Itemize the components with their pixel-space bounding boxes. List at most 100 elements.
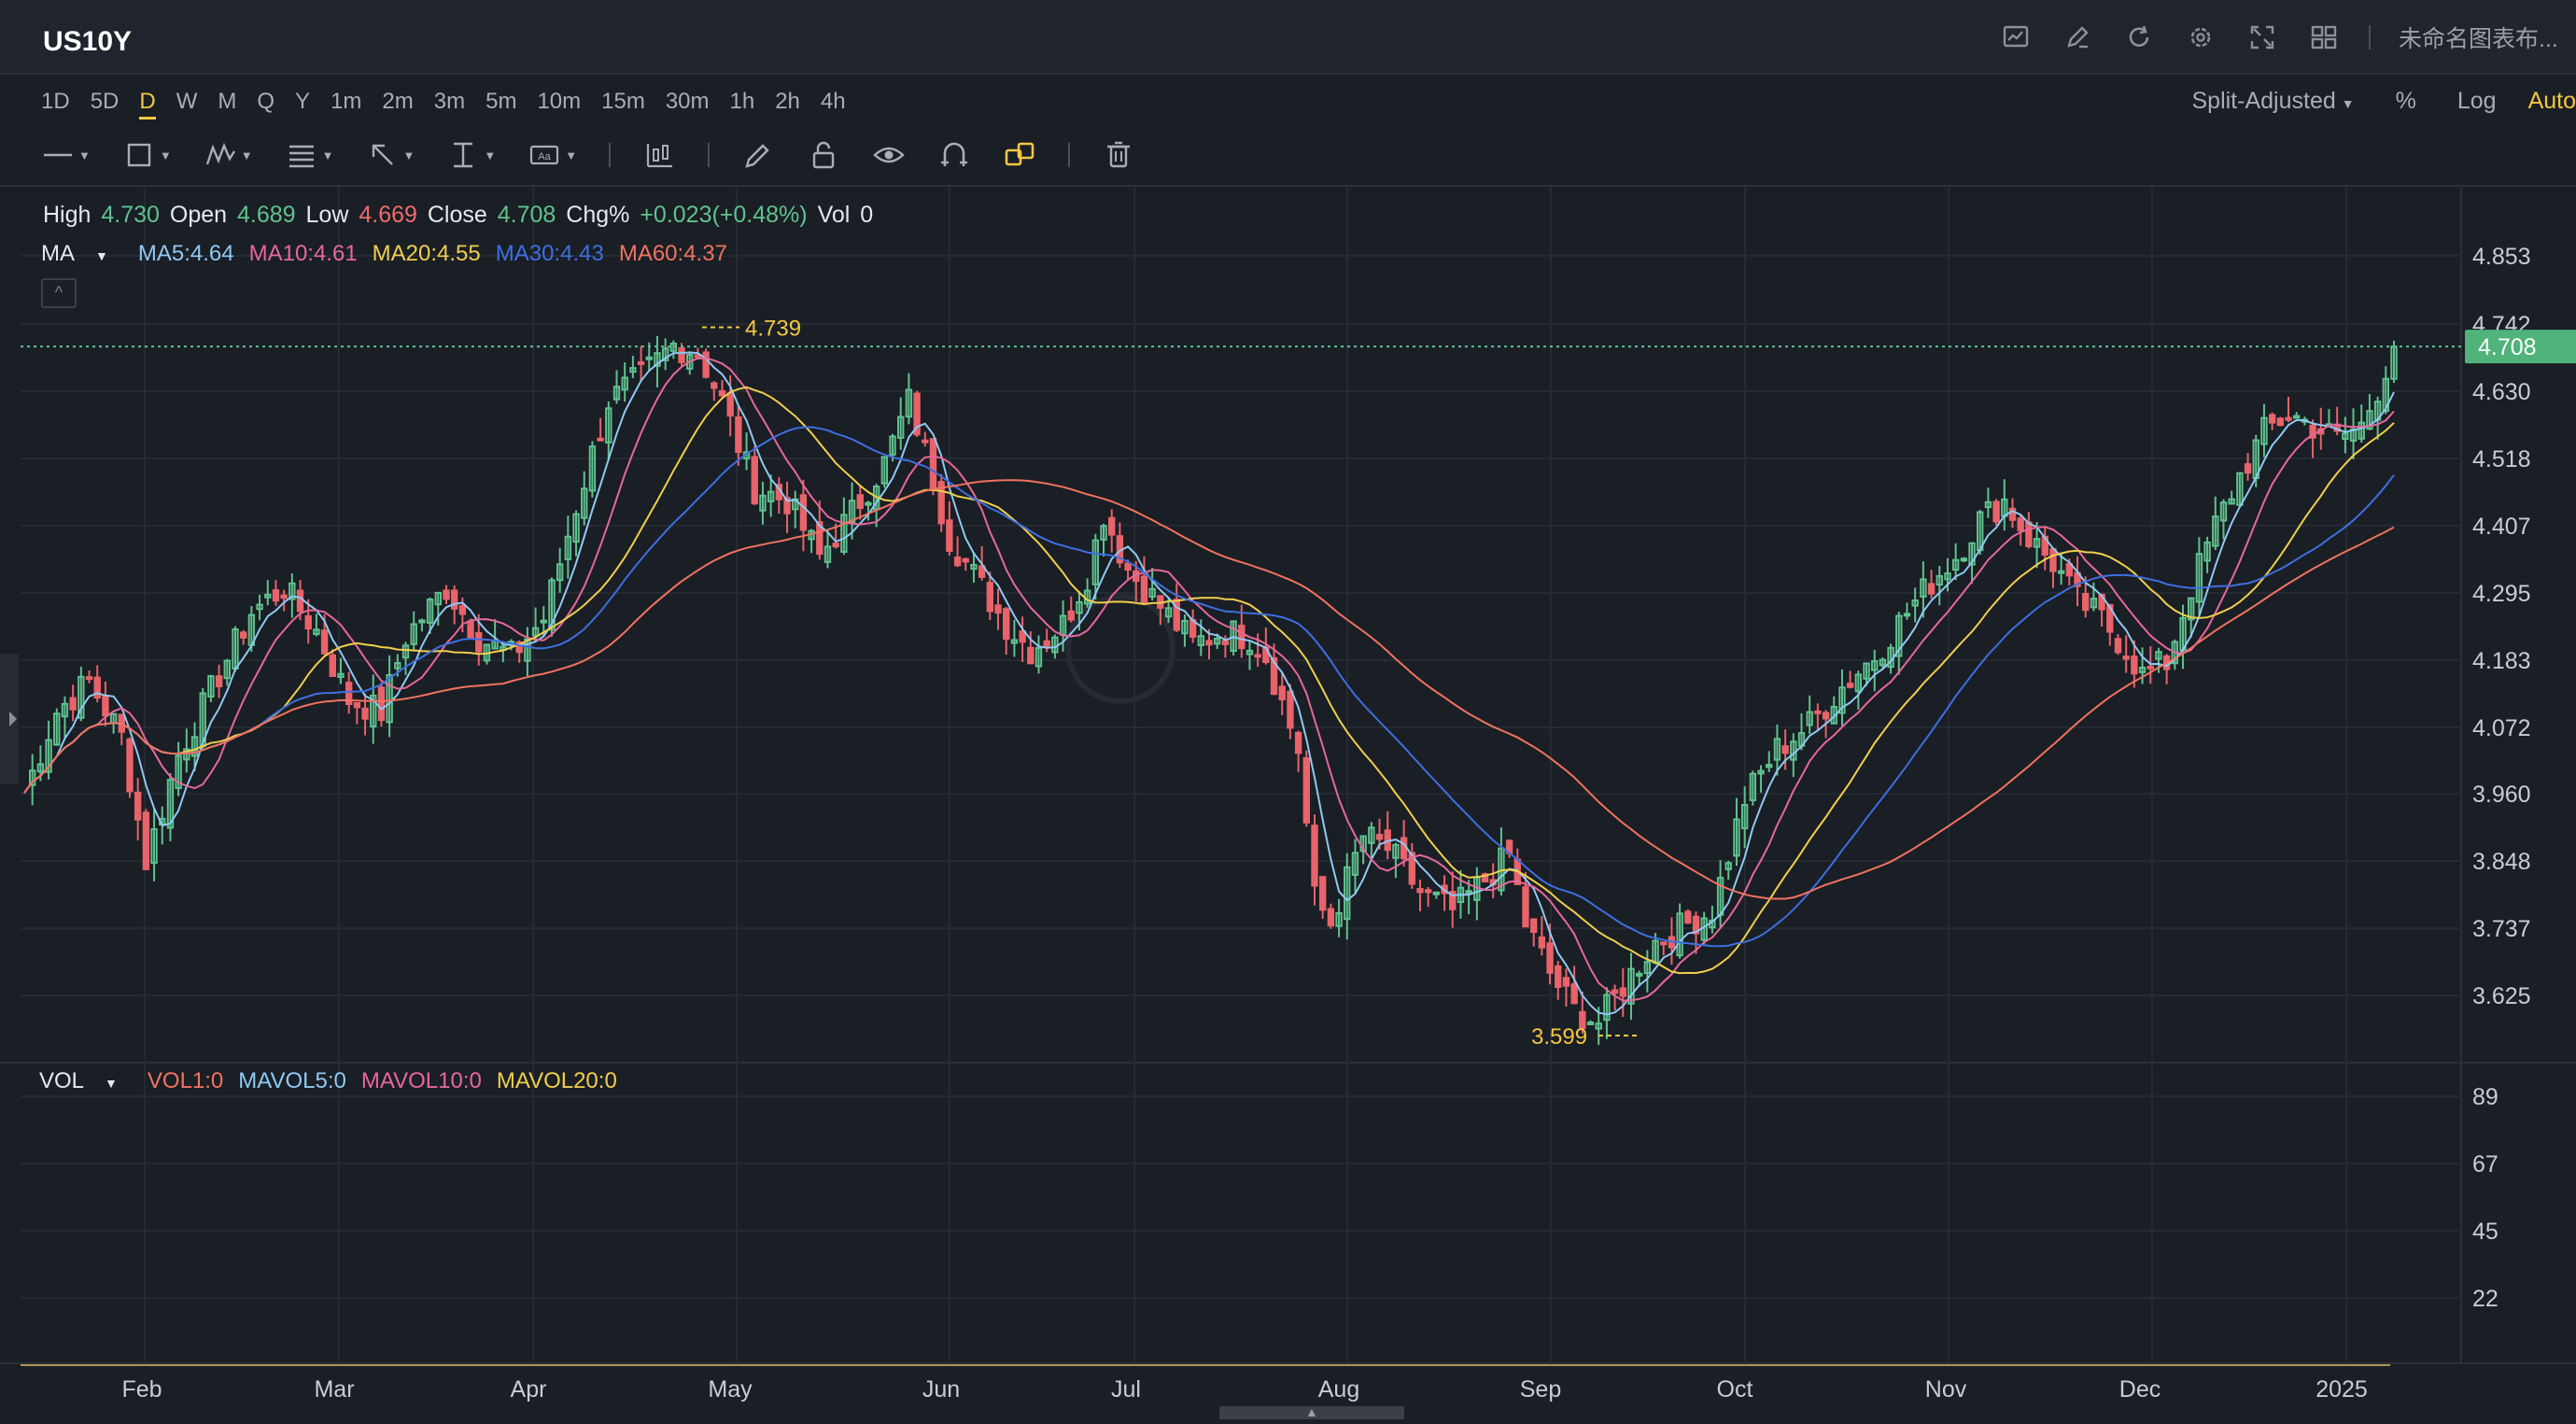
auto-scale-button[interactable]: Auto xyxy=(2527,88,2576,114)
header-divider xyxy=(2369,25,2371,49)
candle-body xyxy=(1246,649,1254,656)
candle-body xyxy=(1920,578,1927,598)
pattern-tool[interactable]: ▼ xyxy=(204,138,253,172)
period-15m[interactable]: 15m xyxy=(601,89,645,114)
candle-body xyxy=(1221,640,1230,645)
candle-body xyxy=(856,494,864,509)
period-3m[interactable]: 3m xyxy=(433,89,466,114)
price-tick-label: 4.072 xyxy=(2472,715,2531,741)
volume-tick-label: 22 xyxy=(2472,1286,2499,1312)
ma10-line xyxy=(23,357,2395,1002)
indicator-chart-icon[interactable] xyxy=(1999,21,2033,54)
period-1m[interactable]: 1m xyxy=(331,89,362,114)
candle-body xyxy=(1619,987,1626,997)
candle-body xyxy=(1173,599,1180,631)
candle-body xyxy=(450,589,458,610)
candle-body xyxy=(1968,542,1976,566)
link-drawings-icon[interactable] xyxy=(1003,138,1036,172)
period-bar: 1D 5D D W M Q Y 1m 2m 3m 5m 10m 15m 30m 1h 2h 4h Split-A… xyxy=(0,77,2576,129)
ma-indicator-selector[interactable]: MA ▼ xyxy=(41,241,123,267)
candle-body xyxy=(1344,866,1351,921)
vol-indicator-selector[interactable]: VOL ▼ xyxy=(39,1068,133,1094)
line-tool[interactable]: ▼ xyxy=(41,138,91,172)
collapse-legend-button[interactable]: ^ xyxy=(41,278,77,308)
period-1h[interactable]: 1h xyxy=(729,89,755,114)
time-scroll-handle[interactable]: ▲ xyxy=(1219,1404,1404,1419)
drawing-pen-icon[interactable] xyxy=(2061,21,2094,54)
candle-body xyxy=(2033,538,2041,548)
candle-body xyxy=(93,676,101,699)
candle-body xyxy=(1091,539,1100,585)
period-2m[interactable]: 2m xyxy=(382,89,414,114)
candle-body xyxy=(1287,690,1294,729)
adjust-dropdown[interactable]: Split-Adjusted ▼ xyxy=(2192,88,2355,115)
period-5m[interactable]: 5m xyxy=(486,89,517,114)
period-1d[interactable]: 1D xyxy=(41,89,70,114)
refresh-icon[interactable] xyxy=(2122,21,2156,54)
period-4h[interactable]: 4h xyxy=(820,89,846,114)
time-axis-label: Nov xyxy=(1925,1376,1967,1403)
ma-legend-item: MA30:4.43 xyxy=(495,241,604,266)
period-2h[interactable]: 2h xyxy=(775,89,800,114)
toolbar-divider xyxy=(609,143,612,167)
candle-body xyxy=(1627,967,1635,1005)
candle-body xyxy=(329,654,336,677)
candle-body xyxy=(1903,613,1911,617)
trash-icon[interactable] xyxy=(1102,138,1135,172)
period-q[interactable]: Q xyxy=(257,89,275,114)
candle-body xyxy=(1603,994,1611,1022)
candle-body xyxy=(1538,936,1546,949)
candle-body xyxy=(256,603,263,611)
period-w[interactable]: W xyxy=(176,89,198,114)
layout-grid-icon[interactable] xyxy=(2307,21,2341,54)
vol-legend-item: MAVOL20:0 xyxy=(496,1068,617,1093)
layout-name-selector[interactable]: 未命名图表布... xyxy=(2399,26,2558,52)
arrow-tool[interactable]: ▼ xyxy=(366,138,415,172)
candle-body xyxy=(1213,637,1221,645)
measure-tool[interactable]: ▼ xyxy=(446,138,496,172)
candle-body xyxy=(36,763,45,773)
candle-body xyxy=(1992,501,2000,523)
candle-body xyxy=(77,675,85,719)
chevron-down-icon: ▼ xyxy=(321,148,334,162)
period-5d[interactable]: 5D xyxy=(90,89,120,114)
candle-body xyxy=(1529,918,1538,934)
candle-body xyxy=(2008,507,2017,521)
change-label: Chg% xyxy=(566,202,630,228)
eye-icon[interactable] xyxy=(872,138,906,172)
candle-indicator-icon[interactable] xyxy=(642,138,676,172)
lock-icon[interactable] xyxy=(807,138,840,172)
period-d[interactable]: D xyxy=(139,88,156,120)
side-panel-toggle[interactable] xyxy=(0,654,19,784)
fullscreen-icon[interactable] xyxy=(2245,21,2279,54)
candle-body xyxy=(694,354,702,359)
price-chart[interactable]: 4.8534.7424.6304.5184.4074.2954.1834.072… xyxy=(0,187,2576,1424)
candle-body xyxy=(1522,886,1529,928)
magnet-icon[interactable] xyxy=(937,138,971,172)
candle-body xyxy=(313,628,320,636)
brush-icon[interactable] xyxy=(741,138,775,172)
candle-body xyxy=(2106,603,2114,633)
candle-body xyxy=(2188,597,2195,621)
period-y[interactable]: Y xyxy=(295,89,311,114)
period-30m[interactable]: 30m xyxy=(665,89,710,114)
price-tick-label: 4.407 xyxy=(2472,514,2531,540)
candle-body xyxy=(726,392,734,417)
text-tool[interactable]: Aa ▼ xyxy=(528,138,577,172)
vol-name: VOL xyxy=(39,1068,85,1093)
percent-scale-button[interactable]: % xyxy=(2395,88,2416,114)
log-scale-button[interactable]: Log xyxy=(2456,88,2497,114)
open-label: Open xyxy=(169,202,228,228)
candle-body xyxy=(1108,516,1116,536)
candle-body xyxy=(215,675,223,688)
period-10m[interactable]: 10m xyxy=(537,89,582,114)
candle-body xyxy=(2025,521,2033,547)
period-m[interactable]: M xyxy=(218,89,237,114)
candle-body xyxy=(337,672,345,678)
fibonacci-tool[interactable]: ▼ xyxy=(285,138,334,172)
candle-body xyxy=(540,619,547,624)
settings-gear-icon[interactable] xyxy=(2184,21,2217,54)
candle-body xyxy=(361,707,369,720)
rectangle-tool[interactable]: ▼ xyxy=(122,138,172,172)
scale-options: Split-Adjusted ▼ % Log Auto xyxy=(2151,88,2576,115)
